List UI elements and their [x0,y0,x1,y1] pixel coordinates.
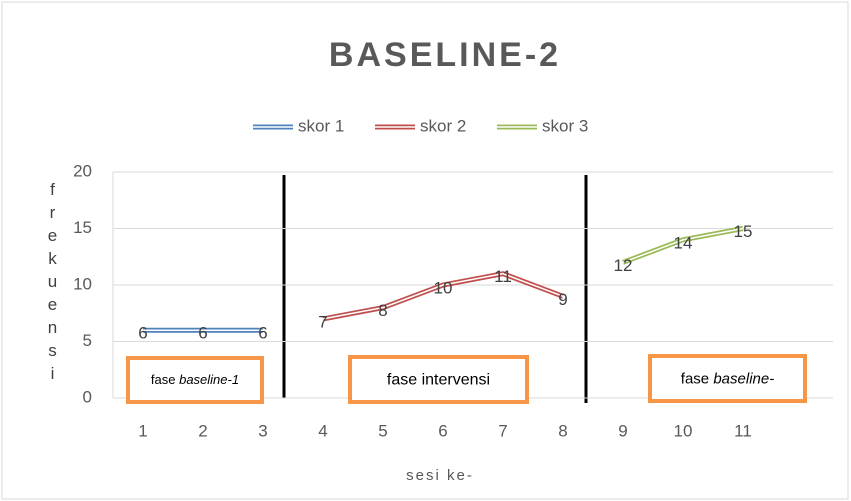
x-tick-label: 3 [258,421,267,440]
annotation-box [348,355,529,404]
annotation-part: fase [151,372,179,387]
x-tick-label: 2 [198,421,207,440]
data-label: 6 [198,324,207,343]
annotation-box [648,354,807,403]
y-tick-label: 5 [83,331,92,350]
x-tick-label: 1 [138,421,147,440]
annotation: fase baseline- [681,370,774,387]
data-label: 11 [494,267,512,286]
y-tick-label: 15 [73,218,92,237]
annotation-part: baseline-1 [179,372,239,387]
data-label: 14 [674,233,693,252]
x-tick-label: 11 [734,421,752,440]
annotation-box [126,356,264,404]
series-line-inner [622,227,744,264]
chart-title: BASELINE-2 [329,36,561,74]
data-label: 7 [318,312,327,331]
series-line-inner [322,272,564,320]
annotation-part: fase intervensi [387,372,490,389]
y-tick-label: 10 [73,274,92,293]
y-tick-label: 0 [83,387,92,406]
y-axis-title: frekuensi [43,180,62,387]
annotation-part: fase [681,370,714,387]
data-label: 10 [434,278,453,297]
x-tick-label: 8 [558,421,567,440]
data-label: 6 [258,324,267,343]
data-label: 15 [734,222,753,241]
x-tick-label: 6 [438,421,447,440]
legend-label: skor 3 [542,116,588,135]
annotation: fase baseline-1 [151,372,239,387]
x-tick-label: 10 [674,421,693,440]
legend-label: skor 2 [420,116,466,135]
x-tick-label: 9 [618,421,627,440]
data-label: 12 [614,256,633,275]
x-axis-title: sesi ke- [406,467,474,484]
data-label: 6 [138,324,147,343]
annotation-part: baseline- [713,370,774,387]
data-label: 8 [378,301,387,320]
legend-label: skor 1 [298,116,344,135]
x-tick-label: 7 [498,421,507,440]
y-tick-label: 20 [73,161,92,180]
x-tick-label: 5 [378,421,387,440]
annotation: fase intervensi [387,372,490,389]
x-tick-label: 4 [318,421,327,440]
data-label: 9 [558,290,567,309]
